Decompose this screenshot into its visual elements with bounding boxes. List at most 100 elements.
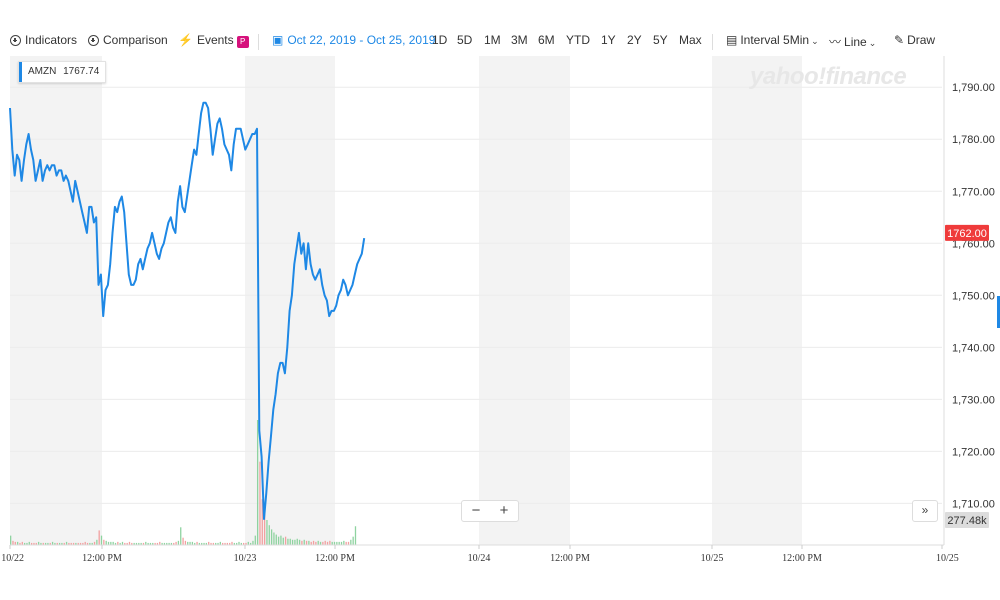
volume-bar xyxy=(229,542,231,545)
indicators-button[interactable]: Indicators xyxy=(10,33,77,47)
volume-bar xyxy=(96,539,98,545)
range-5d-button[interactable]: 5D xyxy=(457,33,473,47)
volume-bar xyxy=(12,540,14,545)
plus-circle-icon xyxy=(10,35,21,46)
range-2y-button[interactable]: 2Y xyxy=(627,33,642,47)
volume-bar xyxy=(163,542,166,545)
volume-bar xyxy=(226,542,228,545)
range-6m-button[interactable]: 6M xyxy=(538,33,555,47)
volume-bar xyxy=(187,541,189,545)
volume-bar xyxy=(259,461,261,545)
volume-bar xyxy=(37,541,40,545)
volume-bar xyxy=(166,542,168,545)
volume-bar xyxy=(194,542,196,545)
panel-edge-handle[interactable] xyxy=(997,296,1000,328)
volume-bar xyxy=(98,530,100,545)
x-tick-label: 12:00 PM xyxy=(82,553,122,564)
y-tick-label: 1,770.00 xyxy=(952,186,995,198)
scroll-right-button[interactable]: » xyxy=(912,500,938,522)
volume-bar xyxy=(131,542,133,545)
volume-bar xyxy=(212,542,215,545)
calendar-icon: ▣ xyxy=(272,33,284,47)
volume-bar xyxy=(294,539,296,545)
volume-bar xyxy=(61,542,63,545)
volume-bar xyxy=(198,542,201,545)
volume-bar xyxy=(79,542,82,545)
events-button[interactable]: ⚡ Events P xyxy=(178,33,249,48)
zoom-out-button[interactable]: − xyxy=(471,502,481,519)
volume-bar xyxy=(196,541,198,545)
volume-bar xyxy=(224,542,226,545)
yahoo-finance-logo: yahoo!finance xyxy=(750,63,907,90)
volume-bar xyxy=(105,540,107,545)
volume-bar xyxy=(19,542,21,545)
volume-bar xyxy=(273,532,275,545)
chart-toolbar: Indicators Comparison ⚡ Events P ▣ Oct 22, … xyxy=(0,28,1000,54)
volume-bar xyxy=(252,540,254,545)
volume-bar xyxy=(110,541,112,545)
divider xyxy=(258,34,259,50)
volume-bar xyxy=(156,542,159,545)
volume-bar xyxy=(310,541,312,545)
range-1m-button[interactable]: 1M xyxy=(484,33,501,47)
volume-bar xyxy=(133,542,135,545)
x-tick-label: 10/24 xyxy=(468,553,491,564)
chart-type-label: Line xyxy=(844,35,867,49)
volume-bar xyxy=(324,540,326,545)
range-3m-button[interactable]: 3M xyxy=(511,33,528,47)
range-ytd-button[interactable]: YTD xyxy=(566,33,590,47)
volume-bar xyxy=(63,542,65,545)
volume-tag xyxy=(945,512,989,528)
range-1d-button[interactable]: 1D xyxy=(432,33,448,47)
comparison-button[interactable]: Comparison xyxy=(88,33,168,47)
y-tick-label: 1,760.00 xyxy=(952,238,995,250)
price-line-layer xyxy=(9,101,366,520)
line-chart-icon: 〰 xyxy=(829,35,842,49)
y-tick-label: 1,750.00 xyxy=(952,290,995,302)
range-5y-button[interactable]: 5Y xyxy=(653,33,668,47)
volume-bar xyxy=(152,542,154,545)
volume-bar xyxy=(56,542,58,545)
volume-bar xyxy=(291,539,294,545)
volume-bar xyxy=(338,541,340,545)
volume-bar xyxy=(100,535,103,545)
chevron-down-icon: ⌄ xyxy=(868,38,877,48)
ticker-legend[interactable]: AMZN 1767.74 xyxy=(18,61,107,83)
session-bands xyxy=(10,56,802,545)
volume-bar xyxy=(287,538,289,545)
interval-dropdown[interactable]: ▤ Interval 5Min ⌄ xyxy=(726,33,819,47)
volume-bar xyxy=(86,542,89,545)
session-band xyxy=(479,56,570,545)
volume-bar xyxy=(175,541,177,545)
volume-bar xyxy=(177,540,180,545)
volume-bar xyxy=(117,541,119,545)
volume-bar xyxy=(72,542,75,545)
volume-bar xyxy=(159,541,161,545)
interval-value: 5Min xyxy=(783,33,810,47)
x-tick-label: 10/22 xyxy=(1,553,24,564)
volume-bar xyxy=(205,542,208,545)
volume-bar xyxy=(238,541,240,545)
volume-bar xyxy=(312,540,315,545)
volume-bar xyxy=(93,541,96,545)
chart-type-dropdown[interactable]: 〰 Line ⌄ xyxy=(829,33,876,50)
volume-bar xyxy=(201,542,203,545)
zoom-in-button[interactable]: + xyxy=(499,502,509,519)
volume-bar xyxy=(268,525,270,545)
volume-bar xyxy=(343,540,345,545)
volume-bar xyxy=(354,526,357,545)
draw-button[interactable]: ✎ Draw xyxy=(894,33,935,47)
range-max-button[interactable]: Max xyxy=(679,33,702,47)
volume-bar xyxy=(42,542,44,545)
volume-bar xyxy=(305,540,308,545)
date-range-picker[interactable]: ▣ Oct 22, 2019 - Oct 25, 2019 xyxy=(272,33,435,47)
pencil-icon: ✎ xyxy=(894,33,905,47)
volume-bar xyxy=(282,537,284,545)
range-1y-button[interactable]: 1Y xyxy=(601,33,616,47)
x-tick-label: 12:00 PM xyxy=(550,553,590,564)
volume-bar xyxy=(340,541,343,545)
volume-bar xyxy=(289,538,291,545)
volume-bar xyxy=(280,535,282,545)
volume-bar xyxy=(49,542,51,545)
